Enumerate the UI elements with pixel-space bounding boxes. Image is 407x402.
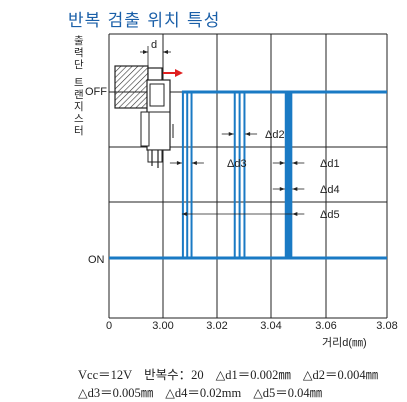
annotations: Δd2 Δd3 Δd1 Δd4 Δd5 (169, 129, 340, 221)
notes-line-2: △d3＝0.005㎜ △d4＝0.02mm △d5＝0.04㎜ (78, 382, 334, 401)
on-state-label: ON (88, 254, 105, 266)
d1-head-right (292, 161, 298, 165)
d4-label: Δd4 (320, 184, 340, 196)
plot-area (109, 90, 387, 260)
pulse-1-0 (233, 92, 236, 258)
pulse-1-2 (243, 92, 246, 258)
y-axis-label-char: 스 (74, 113, 84, 125)
off-state-label: OFF (85, 86, 107, 98)
d5-head-left (181, 212, 187, 216)
d1-head-left (279, 161, 285, 165)
x-tick-label: 3.02 (206, 320, 227, 332)
note-vcc: Vcc＝12V (78, 368, 133, 382)
x-tick-label: 3.04 (260, 320, 281, 332)
d2-head-right (245, 132, 251, 136)
sensor-mount (147, 67, 163, 82)
note-d5: △d5＝0.04㎜ (253, 386, 323, 400)
d1-label: Δd1 (320, 158, 340, 170)
note-d3: △d3＝0.005㎜ (78, 386, 154, 400)
notes-line-1: Vcc＝12V 반복수：20 △d1＝0.002㎜ △d2＝0.004㎜ (78, 364, 390, 383)
d3-head-right (191, 161, 197, 165)
d2-label: Δd2 (265, 129, 285, 141)
y-axis-label-char: 터 (74, 125, 84, 137)
sensor-diagram: d (114, 39, 183, 168)
d3-label: Δd3 (227, 158, 247, 170)
d2-head-left (228, 132, 234, 136)
x-tick-label: 3.00 (152, 320, 173, 332)
d-label: d (151, 39, 157, 51)
x-tick-label: 3.08 (376, 320, 397, 332)
d4-head-left (279, 187, 285, 191)
y-axis-label-char: 랜 (74, 89, 84, 101)
target-block (114, 65, 149, 109)
x-tick-label: 3.06 (315, 320, 336, 332)
y-axis-label-char: 지 (74, 101, 84, 113)
note-d1: △d1＝0.002㎜ (215, 368, 291, 382)
x-axis-label: 거리d(㎜) (322, 336, 367, 349)
x-tick-label: 0 (106, 320, 112, 332)
pulse-0-0 (181, 92, 184, 258)
d3-head-left (176, 161, 182, 165)
sensor-head (149, 83, 165, 107)
d5-head-right (292, 212, 298, 216)
y-axis-label-char: 력 (74, 47, 84, 59)
pulse-0-1 (186, 92, 189, 258)
x-tick-labels: 0 3.00 3.02 3.04 3.06 3.08 (106, 320, 398, 332)
pulse-2-0 (284, 92, 293, 258)
note-repeat: 반복수：20 (144, 368, 204, 382)
note-d4: △d4＝0.02mm (165, 386, 242, 400)
y-axis-label-char: 트 (74, 77, 84, 89)
y-axis-label-char: 단 (74, 59, 84, 71)
chart-grid (108, 33, 388, 319)
sensor-lead (147, 149, 163, 163)
note-d2: △d2＝0.004㎜ (302, 368, 379, 382)
d5-label: Δd5 (320, 209, 340, 221)
d4-head-right (292, 187, 298, 191)
pulse-1-1 (238, 92, 241, 258)
sensor-lower (140, 111, 150, 147)
y-axis-label-char: 출 (74, 35, 84, 47)
pulse-0-2 (190, 92, 193, 258)
chart-title: 반복 검출 위치 특성 (68, 11, 221, 31)
